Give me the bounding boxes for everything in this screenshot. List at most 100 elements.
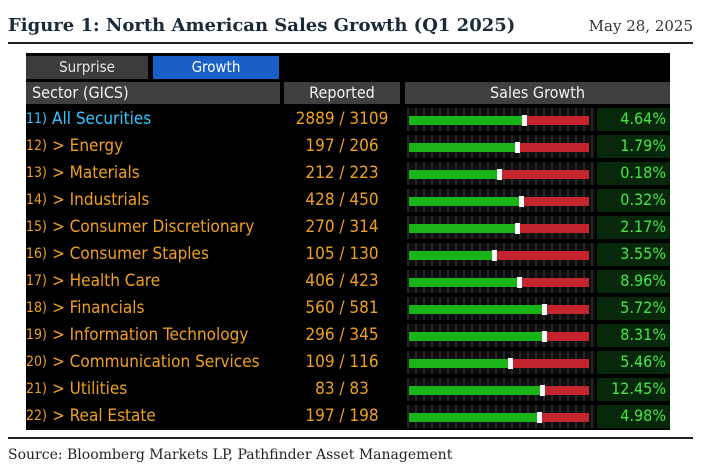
growth-bar-cell xyxy=(407,351,595,374)
table-row[interactable]: 22) > Real Estate 197 / 198 4.98% xyxy=(26,404,670,430)
growth-percent: 5.72% xyxy=(620,298,666,317)
table-row[interactable]: 17) > Health Care 406 / 423 8.96% xyxy=(26,269,670,295)
row-number: 12) xyxy=(26,138,47,154)
growth-bar-fill xyxy=(409,197,521,206)
growth-bar-marker xyxy=(542,331,547,342)
row-number: 17) xyxy=(26,273,47,289)
growth-percent-cell: 8.96% xyxy=(597,270,670,293)
growth-bar-cell xyxy=(407,108,595,131)
growth-percent: 0.32% xyxy=(620,190,666,209)
sector-name[interactable]: > Financials xyxy=(52,298,145,318)
sector-name[interactable]: > Utilities xyxy=(52,379,128,399)
growth-bar-track xyxy=(409,115,589,126)
tab-surprise[interactable]: Surprise xyxy=(26,56,148,79)
growth-bar-marker xyxy=(515,142,520,153)
table-row[interactable]: 16) > Consumer Staples 105 / 130 3.55% xyxy=(26,242,670,268)
growth-bar-marker xyxy=(508,358,513,369)
growth-bar-marker xyxy=(540,385,545,396)
growth-bar-marker xyxy=(517,277,522,288)
growth-bar-cell xyxy=(407,216,595,239)
sector-name[interactable]: All Securities xyxy=(52,109,152,129)
table-row[interactable]: 19) > Information Technology 296 / 345 8.31… xyxy=(26,323,670,349)
sector-name[interactable]: > Real Estate xyxy=(52,406,156,426)
growth-bar-marker xyxy=(519,196,524,207)
growth-percent: 0.18% xyxy=(620,163,666,182)
column-header-sector[interactable]: Sector (GICS) xyxy=(26,82,280,104)
growth-bar-track xyxy=(409,304,589,315)
table-row[interactable]: 14) > Industrials 428 / 450 0.32% xyxy=(26,188,670,214)
growth-bar-fill xyxy=(409,278,519,287)
growth-bar-fill xyxy=(409,116,524,125)
growth-percent-cell: 0.18% xyxy=(597,162,670,185)
growth-percent-cell: 5.46% xyxy=(597,351,670,374)
growth-bar-fill xyxy=(409,332,544,341)
growth-bar-marker xyxy=(497,169,502,180)
growth-percent-cell: 2.17% xyxy=(597,216,670,239)
reported-count: 212 / 223 xyxy=(305,163,379,183)
growth-bar-cell xyxy=(407,324,595,347)
growth-percent: 8.31% xyxy=(620,325,666,344)
sector-name[interactable]: > Materials xyxy=(52,163,140,183)
growth-bar-track xyxy=(409,250,589,261)
growth-percent-cell: 1.79% xyxy=(597,135,670,158)
growth-bar-cell xyxy=(407,135,595,158)
growth-bar-track xyxy=(409,331,589,342)
growth-bar-fill xyxy=(409,413,539,422)
row-number: 20) xyxy=(26,354,47,370)
bloomberg-terminal-panel: Surprise Growth Sector (GICS) Reported S… xyxy=(26,53,670,430)
table-row[interactable]: 13) > Materials 212 / 223 0.18% xyxy=(26,161,670,187)
growth-percent: 4.98% xyxy=(620,406,666,425)
sector-name[interactable]: > Consumer Staples xyxy=(52,244,209,264)
growth-bar-marker xyxy=(542,304,547,315)
figure-title: Figure 1: North American Sales Growth (Q… xyxy=(8,15,516,36)
growth-bar-cell xyxy=(407,162,595,185)
tab-growth[interactable]: Growth xyxy=(153,56,279,79)
table-row[interactable]: 15) > Consumer Discretionary 270 / 314 2.17… xyxy=(26,215,670,241)
row-number: 21) xyxy=(26,381,47,397)
growth-bar-marker xyxy=(522,115,527,126)
table-row[interactable]: 12) > Energy 197 / 206 1.79% xyxy=(26,134,670,160)
growth-percent: 1.79% xyxy=(620,136,666,155)
column-header-sales-growth[interactable]: Sales Growth xyxy=(405,82,670,104)
growth-percent-cell: 4.98% xyxy=(597,405,670,428)
reported-count: 109 / 116 xyxy=(305,352,379,372)
table-row[interactable]: 20) > Communication Services 109 / 116 5.46… xyxy=(26,350,670,376)
growth-bar-track xyxy=(409,385,589,396)
row-number: 11) xyxy=(26,111,47,127)
sector-name[interactable]: > Information Technology xyxy=(52,325,249,345)
reported-count: 270 / 314 xyxy=(305,217,379,237)
growth-bar-cell xyxy=(407,270,595,293)
growth-percent: 12.45% xyxy=(611,379,666,398)
sector-name[interactable]: > Communication Services xyxy=(52,352,260,372)
growth-bar-marker xyxy=(515,223,520,234)
growth-bar-fill xyxy=(409,143,517,152)
growth-bar-cell xyxy=(407,297,595,320)
growth-bar-track xyxy=(409,196,589,207)
growth-bar-track xyxy=(409,223,589,234)
reported-count: 197 / 206 xyxy=(305,136,379,156)
table-row[interactable]: 11) All Securities 2889 / 3109 4.64% xyxy=(26,107,670,133)
growth-bar-track xyxy=(409,142,589,153)
sector-name[interactable]: > Industrials xyxy=(52,190,150,210)
column-header-reported[interactable]: Reported xyxy=(284,82,400,104)
reported-count: 560 / 581 xyxy=(305,298,379,318)
row-number: 15) xyxy=(26,219,47,235)
table-row[interactable]: 18) > Financials 560 / 581 5.72% xyxy=(26,296,670,322)
sector-name[interactable]: > Energy xyxy=(52,136,124,156)
figure-date: May 28, 2025 xyxy=(588,17,693,35)
sector-name[interactable]: > Health Care xyxy=(52,271,161,291)
growth-bar-cell xyxy=(407,243,595,266)
reported-count: 296 / 345 xyxy=(305,325,379,345)
row-number: 16) xyxy=(26,246,47,262)
reported-count: 83 / 83 xyxy=(315,379,369,399)
figure-source: Source: Bloomberg Markets LP, Pathfinder… xyxy=(8,447,453,463)
growth-percent-cell: 0.32% xyxy=(597,189,670,212)
growth-bar-fill xyxy=(409,386,542,395)
sector-name[interactable]: > Consumer Discretionary xyxy=(52,217,255,237)
growth-bar-fill xyxy=(409,224,517,233)
growth-bar-fill xyxy=(409,359,510,368)
growth-bar-marker xyxy=(492,250,497,261)
growth-percent-cell: 12.45% xyxy=(597,378,670,401)
table-row[interactable]: 21) > Utilities 83 / 83 12.45% xyxy=(26,377,670,403)
growth-percent: 4.64% xyxy=(620,109,666,128)
